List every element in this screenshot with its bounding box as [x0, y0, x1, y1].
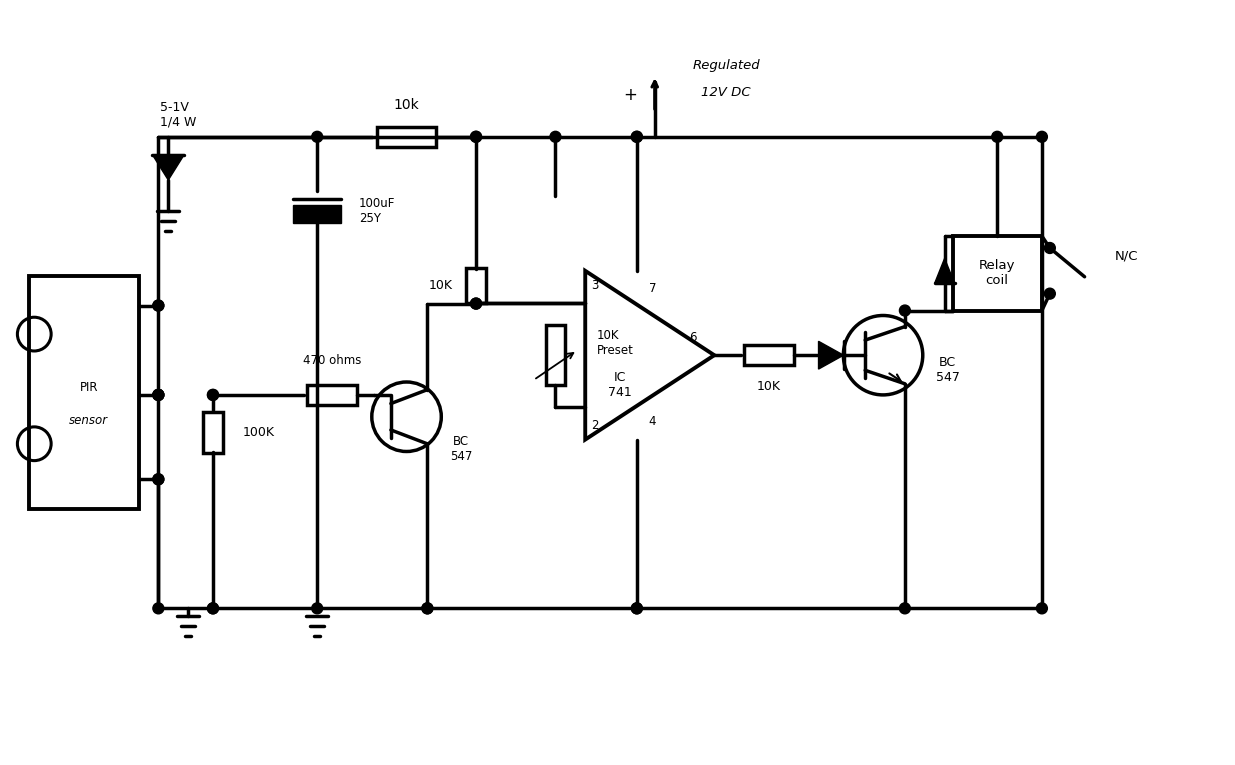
Circle shape — [153, 474, 164, 485]
Circle shape — [153, 389, 164, 400]
Text: 2: 2 — [156, 389, 163, 402]
Circle shape — [899, 305, 910, 316]
Text: +: + — [622, 86, 637, 104]
Text: BC
547: BC 547 — [450, 435, 472, 463]
Circle shape — [992, 132, 1003, 142]
Circle shape — [311, 603, 322, 614]
Text: 6: 6 — [689, 330, 697, 343]
Circle shape — [471, 132, 482, 142]
Text: 10k: 10k — [394, 98, 420, 112]
Circle shape — [311, 132, 322, 142]
Text: 10K: 10K — [429, 279, 452, 292]
Text: 12V DC: 12V DC — [701, 86, 751, 99]
Text: Relay
coil: Relay coil — [979, 259, 1015, 288]
Text: 5-1V
1/4 W: 5-1V 1/4 W — [161, 101, 196, 129]
Text: 3: 3 — [592, 278, 599, 291]
Circle shape — [153, 300, 164, 311]
Circle shape — [153, 474, 164, 485]
Text: 7: 7 — [648, 282, 656, 295]
Circle shape — [631, 603, 642, 614]
Text: N/C: N/C — [1114, 249, 1137, 262]
Circle shape — [153, 603, 164, 614]
Polygon shape — [935, 259, 955, 283]
Circle shape — [899, 603, 910, 614]
Bar — [308, 385, 357, 405]
Circle shape — [471, 298, 482, 309]
Text: 2: 2 — [592, 419, 599, 432]
Text: 10K: 10K — [757, 380, 781, 393]
Text: 3: 3 — [156, 473, 163, 486]
Circle shape — [207, 389, 219, 400]
Text: 100uF
25Y: 100uF 25Y — [359, 197, 395, 225]
Text: 470 ohms: 470 ohms — [303, 353, 362, 366]
Bar — [466, 269, 485, 303]
Circle shape — [1036, 132, 1047, 142]
Bar — [294, 205, 341, 223]
Text: IC
741: IC 741 — [608, 371, 632, 399]
Text: BC
547: BC 547 — [936, 356, 960, 384]
Text: 1: 1 — [156, 299, 163, 312]
Bar — [30, 275, 138, 509]
Circle shape — [471, 298, 482, 309]
Text: 100K: 100K — [243, 426, 274, 439]
Circle shape — [1045, 243, 1055, 253]
Circle shape — [631, 603, 642, 614]
Bar — [203, 412, 222, 454]
Circle shape — [422, 603, 432, 614]
Circle shape — [153, 300, 164, 311]
Circle shape — [550, 132, 561, 142]
Polygon shape — [819, 341, 844, 369]
Polygon shape — [152, 155, 184, 180]
Circle shape — [207, 603, 219, 614]
Bar — [952, 236, 1042, 311]
Circle shape — [471, 132, 482, 142]
Text: 10K
Preset: 10K Preset — [598, 329, 634, 357]
Circle shape — [1045, 288, 1055, 299]
Circle shape — [631, 132, 642, 142]
Bar — [743, 345, 794, 365]
Bar — [546, 325, 566, 385]
Text: Regulated: Regulated — [693, 59, 760, 72]
Circle shape — [1036, 603, 1047, 614]
Circle shape — [422, 603, 432, 614]
Bar — [377, 127, 436, 147]
Text: 4: 4 — [648, 415, 656, 428]
Text: PIR: PIR — [79, 381, 98, 394]
Circle shape — [153, 389, 164, 400]
Circle shape — [207, 389, 219, 400]
Circle shape — [631, 132, 642, 142]
Circle shape — [153, 389, 164, 400]
Circle shape — [207, 603, 219, 614]
Text: sensor: sensor — [69, 414, 109, 427]
